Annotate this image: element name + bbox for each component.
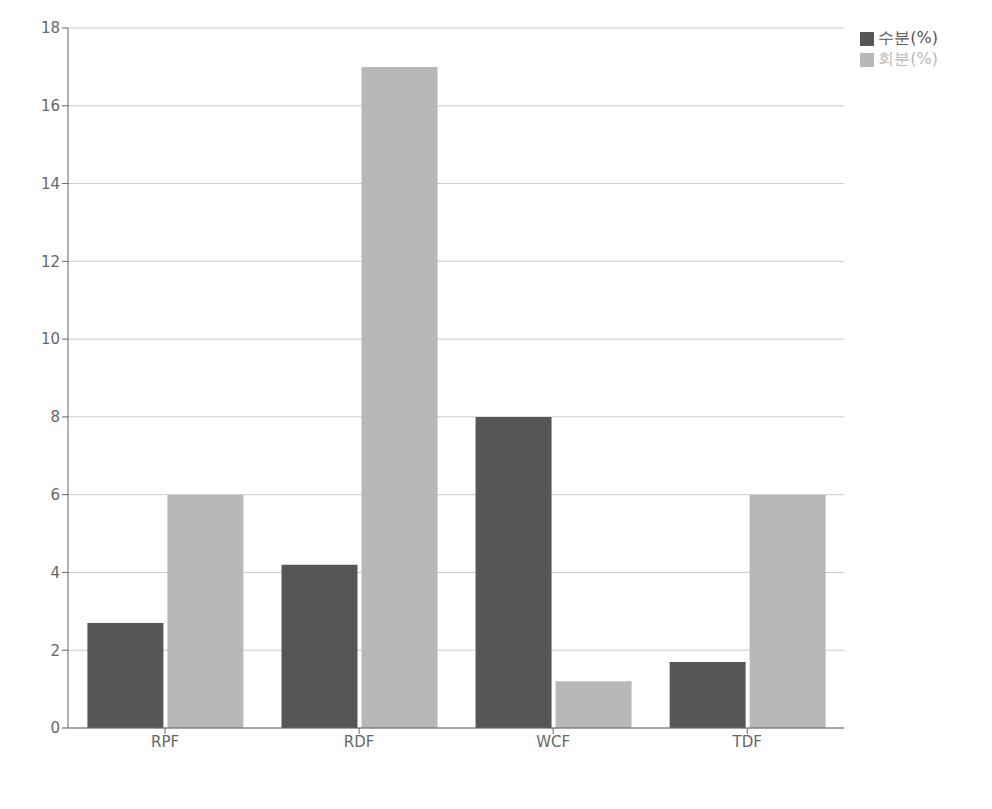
svg-text:8: 8 [50,408,60,426]
svg-text:0: 0 [50,719,60,737]
svg-text:2: 2 [50,642,60,660]
svg-text:RPF: RPF [151,733,179,751]
svg-text:6: 6 [50,486,60,504]
svg-text:14: 14 [41,175,60,193]
html-text:회분(%): 회분(%) [878,49,938,68]
svg-text:10: 10 [41,330,60,348]
html-text:수분(%): 수분(%) [878,28,938,47]
svg-text:12: 12 [41,253,60,271]
svg-text:16: 16 [41,97,60,115]
svg-text:RDF: RDF [344,733,375,751]
svg-text:4: 4 [50,564,60,582]
svg-text:WCF: WCF [536,733,570,751]
svg-text:TDF: TDF [732,733,762,751]
svg-text:18: 18 [41,19,60,37]
